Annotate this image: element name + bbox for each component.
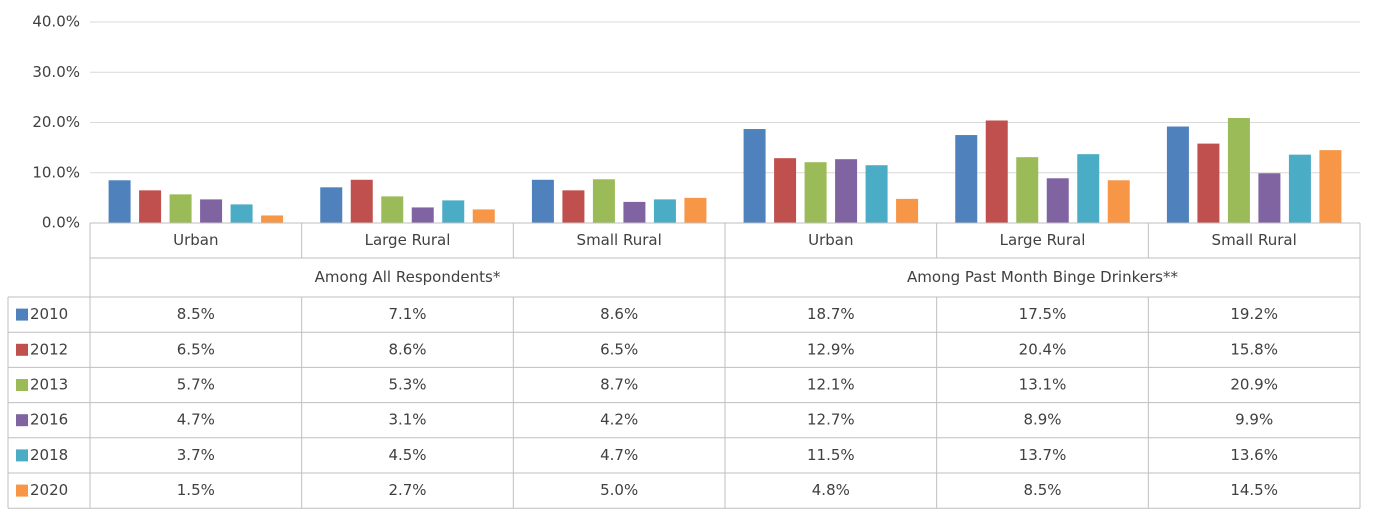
table-cell: 5.0% xyxy=(600,481,638,499)
bar xyxy=(531,179,554,223)
bar xyxy=(320,187,343,223)
legend-swatch xyxy=(16,449,28,462)
bar xyxy=(1077,154,1100,223)
bar xyxy=(743,129,766,223)
table-cell: 4.7% xyxy=(600,446,638,464)
table-cell: 12.1% xyxy=(807,376,855,394)
legend-label: 2020 xyxy=(30,481,68,499)
x-tick-label: Large Rural xyxy=(365,231,451,249)
legend-label: 2013 xyxy=(30,376,68,394)
table-cell: 2.7% xyxy=(388,481,426,499)
table-cell: 4.7% xyxy=(177,411,215,429)
bar xyxy=(896,198,919,223)
bar xyxy=(1166,126,1189,223)
bar xyxy=(1107,180,1130,223)
bar xyxy=(1016,157,1039,223)
bar xyxy=(139,190,162,223)
table-cell: 18.7% xyxy=(807,305,855,323)
y-tick-label: 40.0% xyxy=(32,13,80,31)
bar xyxy=(1227,117,1250,223)
table-cell: 6.5% xyxy=(177,340,215,358)
table-cell: 1.5% xyxy=(177,481,215,499)
legend-swatch xyxy=(16,484,28,497)
bar xyxy=(1197,143,1220,223)
table-cell: 19.2% xyxy=(1230,305,1278,323)
bar xyxy=(442,200,465,223)
bar xyxy=(653,199,676,223)
x-tick-label: Urban xyxy=(173,231,218,249)
table-cell: 4.5% xyxy=(388,446,426,464)
y-tick-label: 20.0% xyxy=(32,113,80,131)
table-cell: 6.5% xyxy=(600,340,638,358)
legend-label: 2016 xyxy=(30,411,68,429)
bar xyxy=(865,165,888,223)
table-cell: 8.5% xyxy=(177,305,215,323)
y-tick-label: 30.0% xyxy=(32,63,80,81)
bar xyxy=(562,190,585,223)
table-cell: 11.5% xyxy=(807,446,855,464)
legend-label: 2010 xyxy=(30,305,68,323)
bar xyxy=(411,207,434,223)
bar xyxy=(261,215,284,223)
bar xyxy=(835,159,858,223)
table-cell: 13.7% xyxy=(1019,446,1067,464)
table-cell: 8.7% xyxy=(600,376,638,394)
table-cell: 13.6% xyxy=(1230,446,1278,464)
y-tick-label: 10.0% xyxy=(32,163,80,181)
table-cell: 20.9% xyxy=(1230,376,1278,394)
table-cell: 12.7% xyxy=(807,411,855,429)
bar xyxy=(1288,154,1311,223)
table-cell: 13.1% xyxy=(1019,376,1067,394)
bar xyxy=(472,209,495,223)
bar xyxy=(774,158,797,223)
table-cell: 14.5% xyxy=(1230,481,1278,499)
bar xyxy=(1258,173,1281,223)
table-cell: 17.5% xyxy=(1019,305,1067,323)
x-tick-label: Small Rural xyxy=(1212,231,1297,249)
group-label: Among All Respondents* xyxy=(315,268,501,286)
table-cell: 3.1% xyxy=(388,411,426,429)
table-cell: 12.9% xyxy=(807,340,855,358)
table-cell: 3.7% xyxy=(177,446,215,464)
table-cell: 7.1% xyxy=(388,305,426,323)
bar xyxy=(1046,178,1069,223)
bar xyxy=(230,204,253,223)
bar xyxy=(1319,150,1342,223)
table-cell: 9.9% xyxy=(1235,411,1273,429)
bar xyxy=(955,135,978,223)
table-cell: 8.6% xyxy=(388,340,426,358)
bar xyxy=(804,162,827,223)
legend-label: 2012 xyxy=(30,340,68,358)
table-cell: 4.8% xyxy=(812,481,850,499)
bar xyxy=(381,196,404,223)
table-cell: 5.7% xyxy=(177,376,215,394)
table-cell: 20.4% xyxy=(1019,340,1067,358)
table-cell: 8.6% xyxy=(600,305,638,323)
table-cell: 15.8% xyxy=(1230,340,1278,358)
legend-swatch xyxy=(16,379,28,391)
legend-label: 2018 xyxy=(30,446,68,464)
bar xyxy=(169,194,192,223)
y-tick-label: 0.0% xyxy=(42,214,80,232)
bar xyxy=(684,197,707,223)
legend-swatch xyxy=(16,308,28,321)
table-cell: 4.2% xyxy=(600,411,638,429)
table-cell: 5.3% xyxy=(388,376,426,394)
table-cell: 8.9% xyxy=(1023,411,1061,429)
bar xyxy=(623,201,646,223)
bar xyxy=(985,120,1008,223)
bar xyxy=(350,179,373,223)
x-tick-label: Urban xyxy=(808,231,853,249)
group-label: Among Past Month Binge Drinkers** xyxy=(907,268,1178,286)
table-cell: 8.5% xyxy=(1023,481,1061,499)
legend-swatch xyxy=(16,414,28,427)
bar xyxy=(108,180,131,223)
bar xyxy=(592,179,615,223)
x-tick-label: Large Rural xyxy=(1000,231,1086,249)
bar xyxy=(200,199,223,223)
legend-swatch xyxy=(16,343,28,356)
x-tick-label: Small Rural xyxy=(577,231,662,249)
